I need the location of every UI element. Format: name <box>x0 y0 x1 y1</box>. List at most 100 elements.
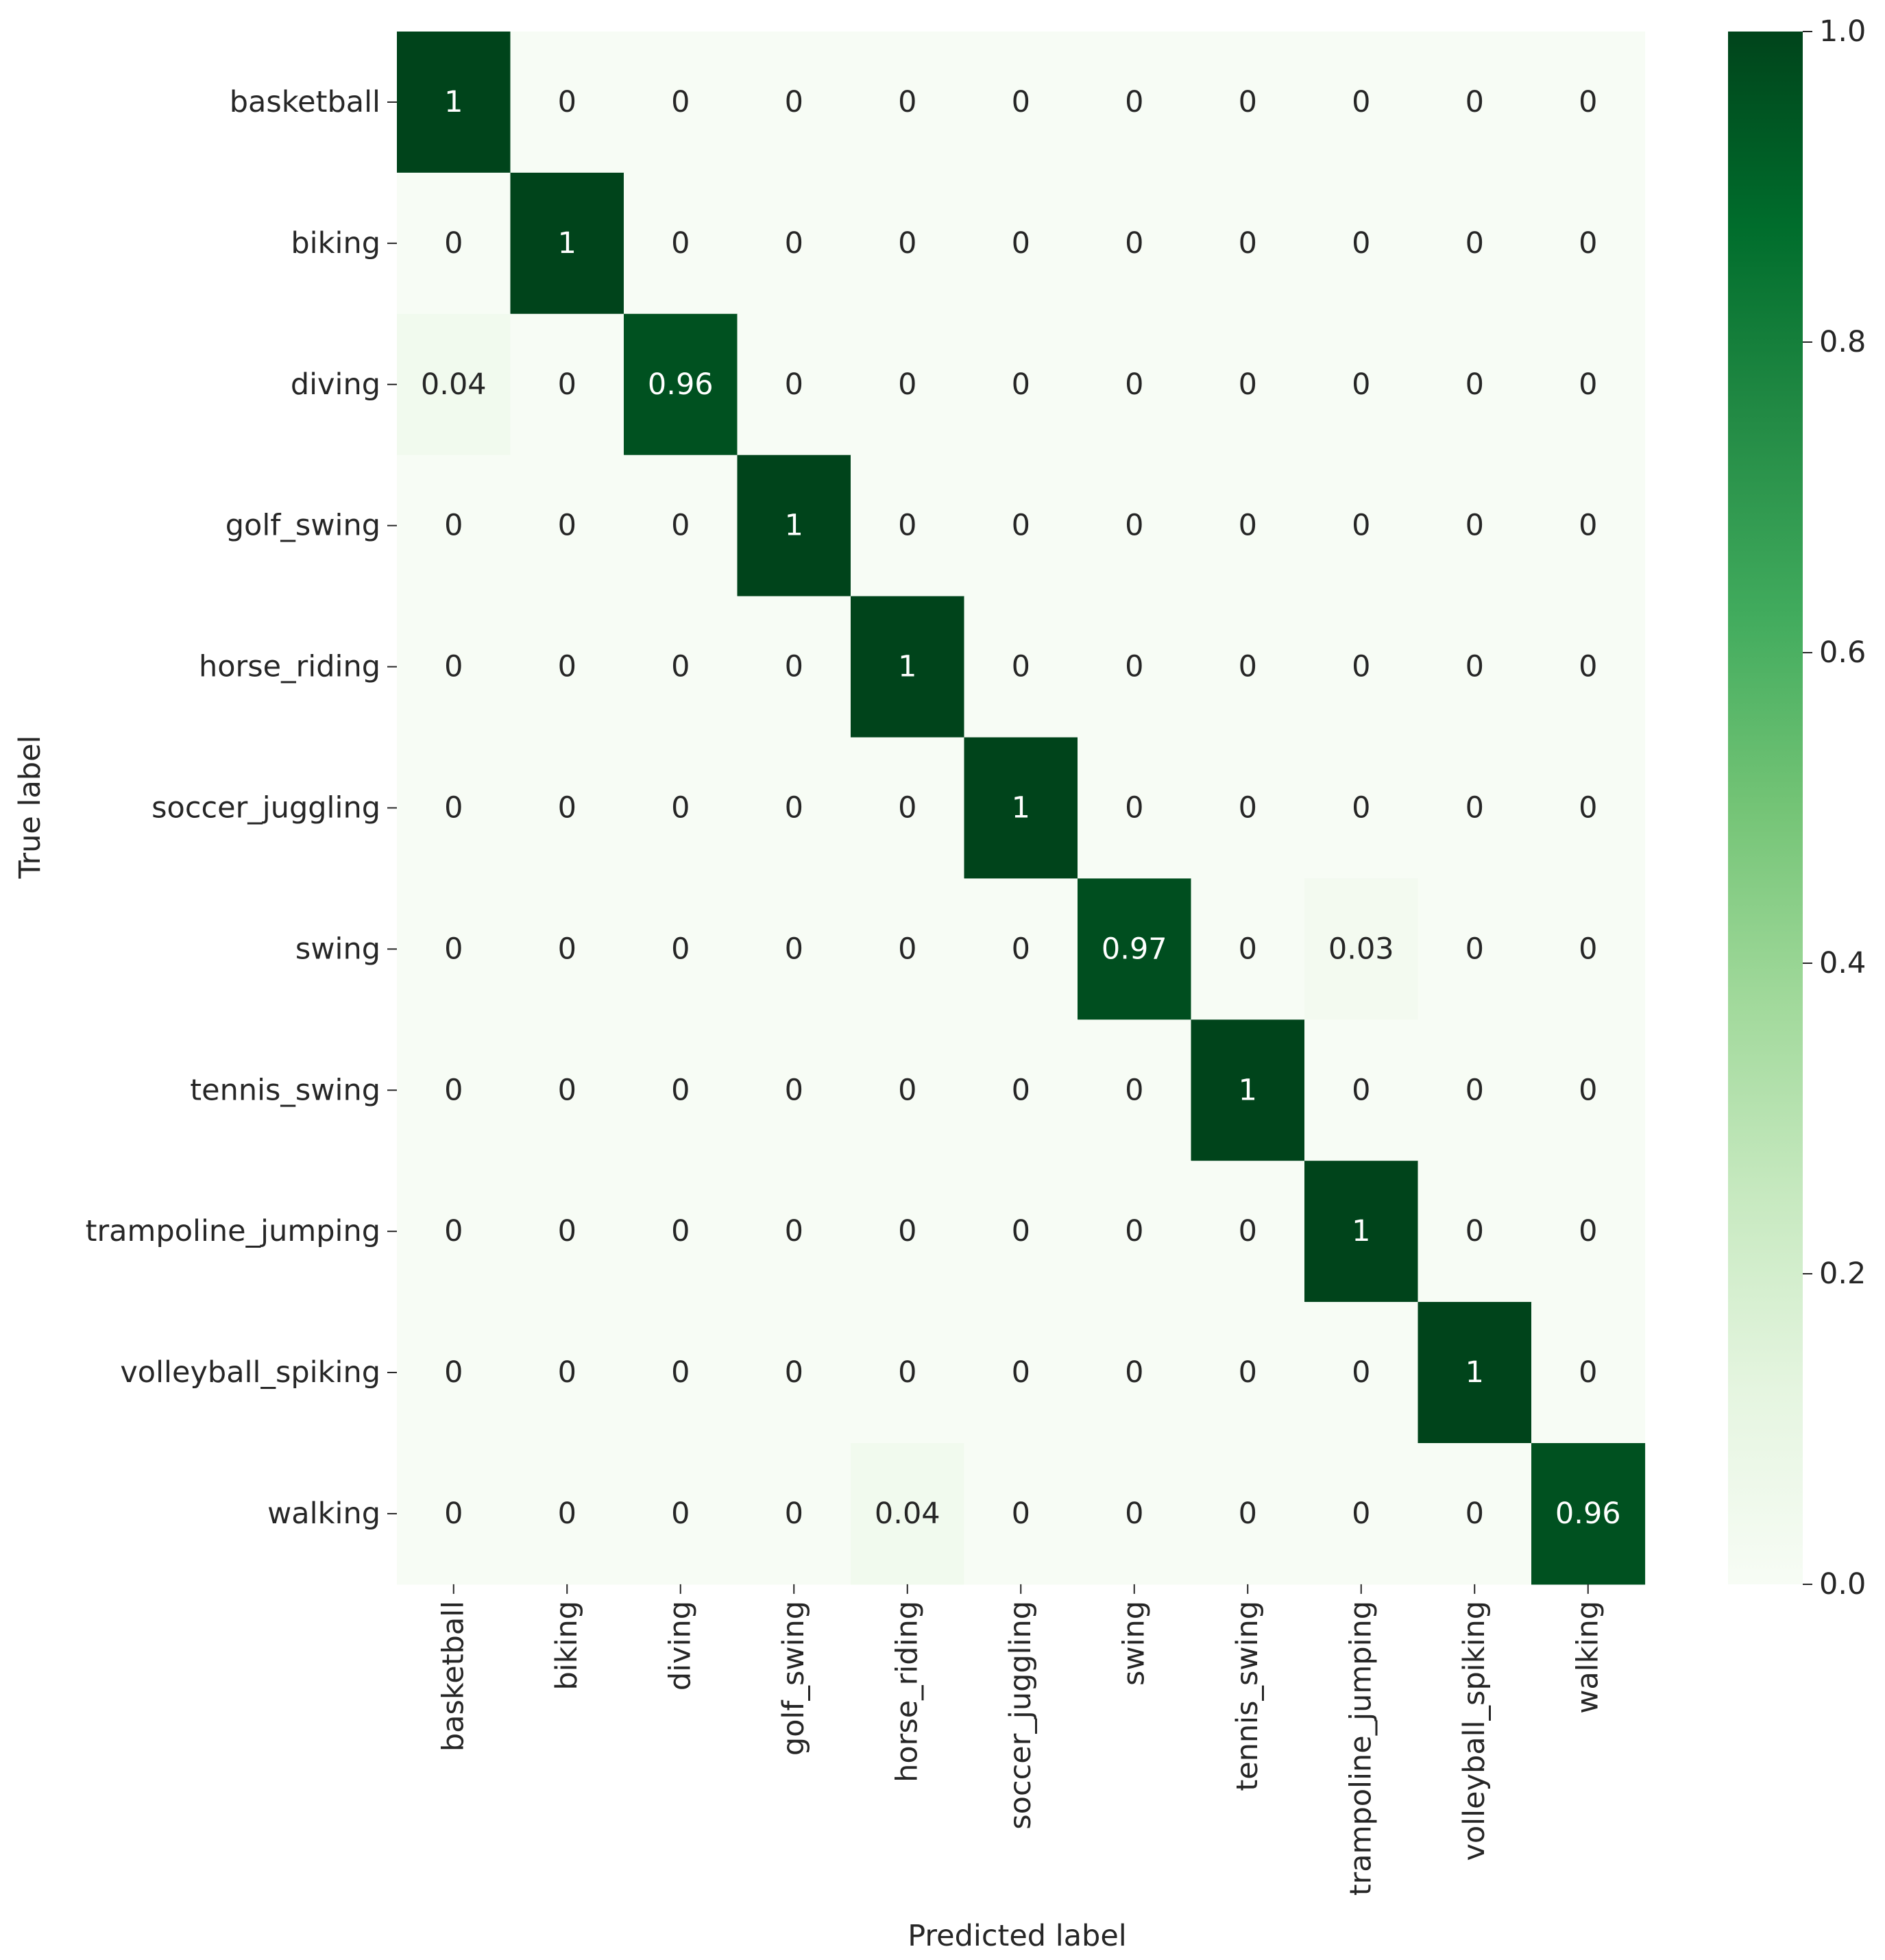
heatmap-cell <box>1191 737 1305 879</box>
heatmap-cell <box>397 172 511 315</box>
heatmap-cell <box>624 1302 738 1444</box>
cell-annotation: 0 <box>558 1214 576 1248</box>
heatmap-cell <box>1191 32 1305 173</box>
colorbar <box>1728 32 1803 1584</box>
cell-annotation: 0 <box>1012 367 1030 402</box>
heatmap-cell <box>851 1161 965 1303</box>
heatmap-cell <box>624 172 738 315</box>
cell-annotation: 0 <box>671 932 690 966</box>
heatmap-cell <box>510 1302 624 1444</box>
cell-annotation: 0 <box>1125 85 1143 119</box>
heatmap-cell <box>1078 737 1192 879</box>
cell-annotation: 1 <box>444 85 463 119</box>
heatmap-cell <box>1078 32 1192 173</box>
cell-annotation: 0 <box>1125 1497 1143 1531</box>
cell-annotation: 0 <box>671 650 690 684</box>
y-tick-label: swing <box>295 932 380 966</box>
cell-annotation: 0 <box>1239 1497 1257 1531</box>
x-axis: basketball biking diving golf_swing horse_ri… <box>437 1584 1605 1896</box>
cell-annotation: 0 <box>1466 1497 1484 1531</box>
heatmap-cell <box>851 1302 965 1444</box>
cell-annotation: 0 <box>1239 226 1257 261</box>
heatmap-cell <box>737 32 851 173</box>
cell-annotation: 0 <box>1579 791 1597 825</box>
heatmap-cell <box>624 1161 738 1303</box>
x-tick-label: biking <box>550 1601 584 1691</box>
cell-annotation: 0 <box>444 509 463 543</box>
heatmap-cell <box>737 737 851 879</box>
x-tick-label: swing <box>1117 1601 1152 1686</box>
cell-annotation: 0 <box>1466 226 1484 261</box>
cell-annotation: 0 <box>671 226 690 261</box>
heatmap-cell <box>964 32 1078 173</box>
heatmap-cell <box>1304 32 1419 173</box>
heatmap-cell <box>1191 878 1305 1020</box>
cell-annotation: 0 <box>1579 1214 1597 1248</box>
heatmap-cell <box>624 878 738 1020</box>
heatmap-cell <box>1078 878 1192 1020</box>
heatmap-cell <box>1418 1443 1532 1585</box>
x-tick-label: diving <box>664 1601 698 1691</box>
heatmap-cell <box>1304 455 1419 597</box>
heatmap-cell <box>1418 32 1532 173</box>
heatmap-cell <box>397 1443 511 1585</box>
heatmap-cell <box>737 455 851 597</box>
heatmap-cell <box>1531 596 1646 738</box>
cell-annotation: 0 <box>671 85 690 119</box>
cell-annotation: 0 <box>1012 1073 1030 1107</box>
cell-annotation: 0 <box>1466 650 1484 684</box>
heatmap-cell <box>1531 1161 1646 1303</box>
cell-annotation: 0 <box>444 1214 463 1248</box>
cell-annotation: 0 <box>444 650 463 684</box>
colorbar-tick-label: 0.0 <box>1819 1567 1866 1601</box>
cell-annotation: 0 <box>1466 932 1484 966</box>
heatmap-cell <box>510 1161 624 1303</box>
heatmap-cell <box>964 1019 1078 1161</box>
heatmap-cell <box>964 1443 1078 1585</box>
cell-annotation: 0 <box>898 509 916 543</box>
cell-annotation: 0 <box>1239 650 1257 684</box>
heatmap-cell <box>1304 596 1419 738</box>
cell-annotation: 0 <box>558 367 576 402</box>
cell-annotation: 0 <box>898 791 916 825</box>
cell-annotation: 0 <box>785 1497 803 1531</box>
cell-annotation: 0 <box>671 1355 690 1390</box>
y-tick-label: horse_riding <box>199 650 380 684</box>
cell-annotation: 1 <box>558 226 576 261</box>
cell-annotation: 0 <box>1579 85 1597 119</box>
cell-annotation: 0 <box>1239 791 1257 825</box>
heatmap-cell <box>851 172 965 315</box>
cell-annotation: 1 <box>1239 1073 1257 1107</box>
cell-annotation: 0 <box>1466 85 1484 119</box>
heatmap-cell <box>1531 737 1646 879</box>
heatmap-cell <box>1191 313 1305 456</box>
heatmap-cell <box>851 596 965 738</box>
cell-annotation: 0 <box>1579 1355 1597 1390</box>
y-tick-label: soccer_juggling <box>151 790 380 825</box>
heatmap-cell <box>1531 1019 1646 1161</box>
heatmap-cell <box>1304 878 1419 1020</box>
cell-annotation: 0 <box>785 1073 803 1107</box>
cell-annotation: 0 <box>898 367 916 402</box>
heatmap-cell <box>510 878 624 1020</box>
heatmap-cells <box>397 32 1646 1585</box>
heatmap-cell <box>1078 455 1192 597</box>
heatmap-cell <box>737 596 851 738</box>
heatmap-cell <box>1418 1019 1532 1161</box>
heatmap-cell <box>964 1302 1078 1444</box>
heatmap-cell <box>397 32 511 173</box>
colorbar-tick-label: 0.4 <box>1819 946 1866 980</box>
cell-annotations: 1 0 0 0 0 0 0 0 0 0 0 0 1 0 0 0 0 0 0 0 0 0 0.04 0 0.96 0 0 0 0 0 0 0 0 0… <box>421 85 1621 1531</box>
heatmap-cell <box>851 313 965 456</box>
cell-annotation: 0.96 <box>648 367 714 402</box>
heatmap-cell <box>737 172 851 315</box>
cell-annotation: 0 <box>1125 1355 1143 1390</box>
cell-annotation: 0 <box>671 1214 690 1248</box>
cell-annotation: 0 <box>1012 85 1030 119</box>
cell-annotation: 0.96 <box>1555 1497 1621 1531</box>
cell-annotation: 0 <box>1239 509 1257 543</box>
cell-annotation: 0 <box>1352 226 1370 261</box>
cell-annotation: 0 <box>898 226 916 261</box>
cell-annotation: 0.97 <box>1102 932 1167 966</box>
heatmap-cell <box>1418 1302 1532 1444</box>
